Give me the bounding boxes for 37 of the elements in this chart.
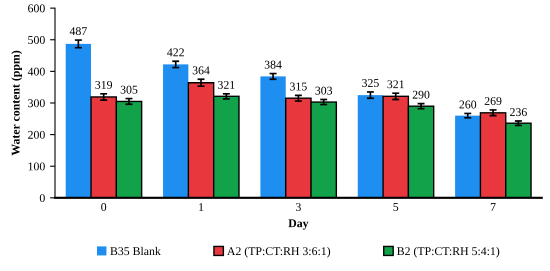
- data-label: 321: [218, 80, 234, 89]
- bar: [163, 64, 188, 198]
- data-label: 236: [510, 108, 527, 116]
- data-label: 384: [264, 60, 282, 69]
- data-label: 260: [459, 100, 476, 108]
- data-label: 305: [120, 86, 138, 94]
- bar: [358, 95, 384, 198]
- data-label: 321: [387, 80, 404, 88]
- legend-label: A2 (TP:CT:RH 3:6:1): [227, 246, 330, 258]
- data-label: 422: [167, 48, 184, 56]
- bar: [455, 116, 480, 198]
- y-tick-label: 0: [40, 194, 45, 202]
- data-label: 269: [484, 97, 502, 106]
- y-tick-label: 400: [28, 68, 45, 76]
- y-axis-title: Water content (ppm): [11, 50, 22, 156]
- y-tick-label: 500: [28, 36, 45, 44]
- data-label: 290: [412, 90, 430, 99]
- x-tick-label: 3: [296, 203, 301, 211]
- x-tick-label: 5: [393, 203, 398, 211]
- data-label: 364: [192, 66, 210, 74]
- data-label: 303: [315, 86, 332, 95]
- y-tick-label: 100: [28, 162, 45, 170]
- bar: [66, 44, 92, 198]
- y-tick-label: 600: [28, 4, 45, 12]
- legend-label: B2 (TP:CT:RH 5:4:1): [397, 246, 500, 258]
- data-label: 315: [290, 82, 307, 90]
- x-tick-label: 7: [490, 203, 496, 211]
- y-tick-label: 200: [28, 130, 45, 139]
- x-tick-label: 0: [101, 203, 106, 211]
- bar: [260, 76, 286, 198]
- y-tick-label: 300: [28, 99, 45, 108]
- x-tick-label: 1: [199, 203, 204, 211]
- legend-label: B35 Blank: [110, 246, 161, 256]
- x-axis-title: Day: [288, 219, 308, 230]
- data-label: 319: [95, 80, 112, 89]
- data-label: 325: [362, 79, 379, 87]
- data-label: 487: [70, 27, 87, 36]
